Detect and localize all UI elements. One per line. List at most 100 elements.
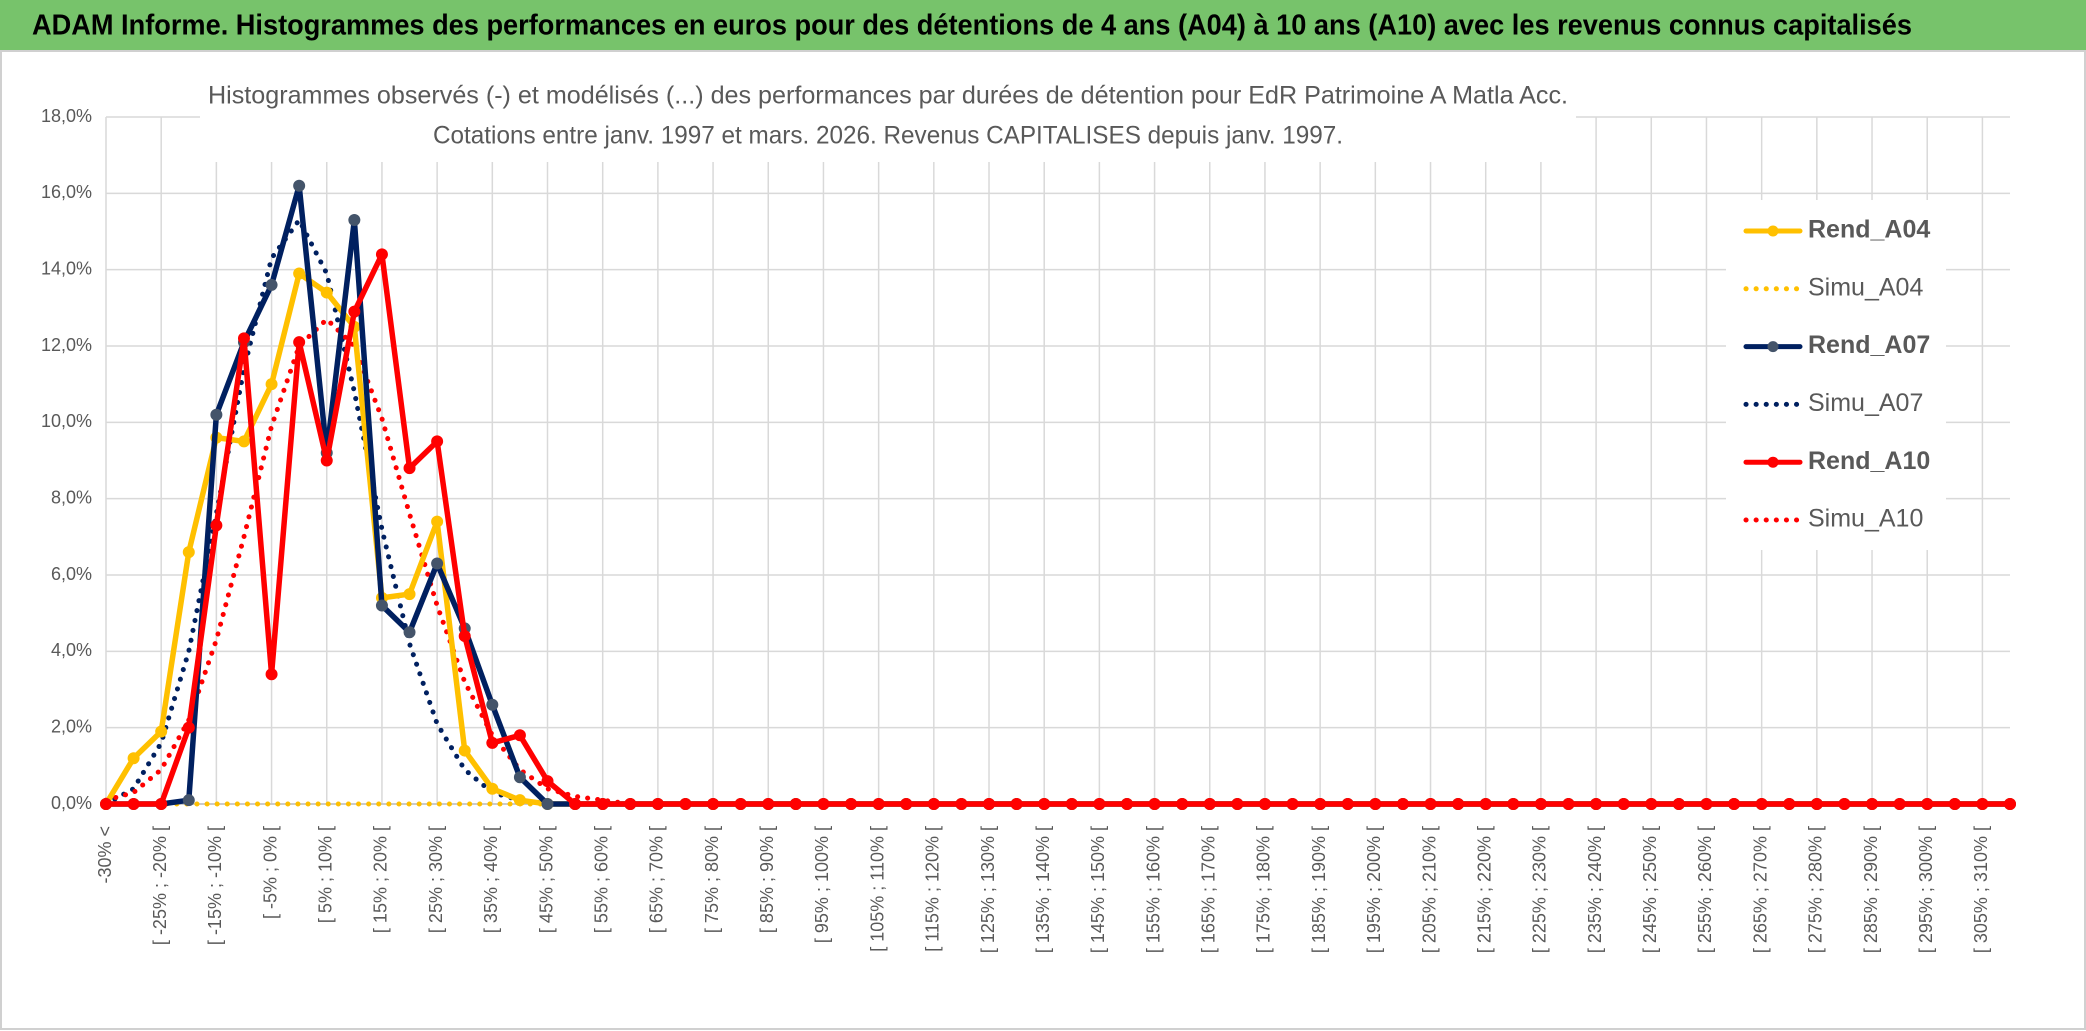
point-marker [100,798,112,810]
x-tick-label: [ 275% ; 280% [ [1806,826,1826,953]
point-marker [237,332,250,345]
legend-label: Rend_A10 [1808,447,1930,475]
chart-title: Histogrammes observés (-) et modélisés (… [208,82,1568,110]
x-tick-label: [ 165% ; 170% [ [1199,826,1219,953]
point-marker [596,798,609,810]
point-marker [679,798,692,810]
point-marker [707,798,720,810]
point-marker [1369,798,1382,810]
x-tick-label: [ 205% ; 210% [ [1419,826,1439,953]
y-tick-label: 16,0% [41,182,92,202]
point-marker [1231,798,1244,810]
x-tick-label: [ -5% ; 0% [ [260,826,280,919]
point-marker [375,248,388,261]
x-tick-label: [ 265% ; 270% [ [1750,826,1770,953]
x-tick-label: [ 175% ; 180% [ [1254,826,1274,953]
x-tick-label: [ 105% ; 110% [ [867,826,887,952]
point-marker [293,336,306,349]
point-marker [1590,798,1603,810]
point-marker [348,214,361,227]
x-tick-label: [ 195% ; 200% [ [1364,826,1384,953]
point-marker [762,798,775,810]
point-marker [182,794,195,807]
x-tick-label: [ 155% ; 160% [ [1143,826,1163,953]
point-marker [155,798,168,810]
x-tick-label: [ 65% ; 70% [ [647,826,667,933]
x-tick-label: [ -25% ; -20% [ [150,826,170,945]
chart-subtitle: Cotations entre janv. 1997 et mars. 2026… [433,122,1343,150]
legend: Rend_A04 Simu_A04 Rend_A07 Simu_A07 Rend_A10… [1743,216,1930,533]
point-marker [265,668,278,681]
y-tick-label: 14,0% [41,258,92,278]
y-tick-label: 2,0% [51,716,92,736]
point-marker [431,557,444,570]
point-marker [513,794,526,807]
point-marker [1976,798,1989,810]
y-tick-label: 18,0% [41,106,92,126]
point-marker [1203,798,1216,810]
point-marker [789,798,802,810]
point-marker [458,630,471,643]
point-marker [293,179,306,192]
point-marker [1783,798,1796,810]
legend-marker [1767,341,1779,353]
point-marker [1341,798,1354,810]
point-marker [265,278,278,291]
x-tick-label: [ 185% ; 190% [ [1309,826,1329,953]
y-tick-label: 4,0% [51,640,92,660]
point-marker [900,798,913,810]
point-marker [1921,798,1934,810]
x-tick-label: [ 35% ; 40% [ [481,826,501,933]
x-tick-label: [ 115% ; 120% [ [923,826,943,952]
point-marker [1562,798,1575,810]
point-marker [513,771,526,784]
point-marker [1838,798,1851,810]
x-tick-label: [ 45% ; 50% [ [536,826,556,933]
x-tick-label: [ 125% ; 130% [ [978,826,998,953]
point-marker [127,798,140,810]
point-marker [127,752,140,765]
point-marker [1948,798,1961,810]
x-tick-label: [ 5% ; 10% [ [316,826,336,923]
point-marker [1534,798,1547,810]
point-marker [569,798,582,810]
point-marker [624,798,637,810]
x-tick-label: [ 25% ; 30% [ [426,826,446,933]
x-tick-label: [ 295% ; 300% [ [1916,826,1936,953]
point-marker [293,267,306,280]
point-marker [486,782,499,795]
y-tick-label: 12,0% [41,335,92,355]
point-marker [1700,798,1713,810]
y-tick-label: 8,0% [51,487,92,507]
point-marker [1507,798,1520,810]
point-marker [845,798,858,810]
point-marker [182,721,195,734]
point-marker [486,698,499,711]
observed-line [103,251,2013,807]
point-marker [403,462,416,475]
y-tick-label: 6,0% [51,564,92,584]
point-marker [1120,798,1133,810]
point-marker [431,515,444,528]
point-marker [1810,798,1823,810]
point-marker [955,798,968,810]
x-tick-label: [ 225% ; 230% [ [1530,826,1550,953]
point-marker [1452,798,1465,810]
legend-label: Simu_A10 [1808,505,1923,533]
point-marker [983,798,996,810]
x-tick-label: [ 135% ; 140% [ [1033,826,1053,953]
point-marker [1617,798,1630,810]
point-marker [486,736,499,749]
legend-marker [1767,225,1779,237]
point-marker [1038,798,1051,810]
point-marker [1010,798,1023,810]
x-tick-label: [ 15% ; 20% [ [371,826,391,933]
point-marker [1176,798,1189,810]
point-marker [320,454,333,467]
point-marker [348,305,361,318]
point-marker [734,798,747,810]
point-marker [1286,798,1299,810]
legend-label: Rend_A07 [1808,331,1930,359]
point-marker [210,408,223,421]
point-marker [1672,798,1685,810]
